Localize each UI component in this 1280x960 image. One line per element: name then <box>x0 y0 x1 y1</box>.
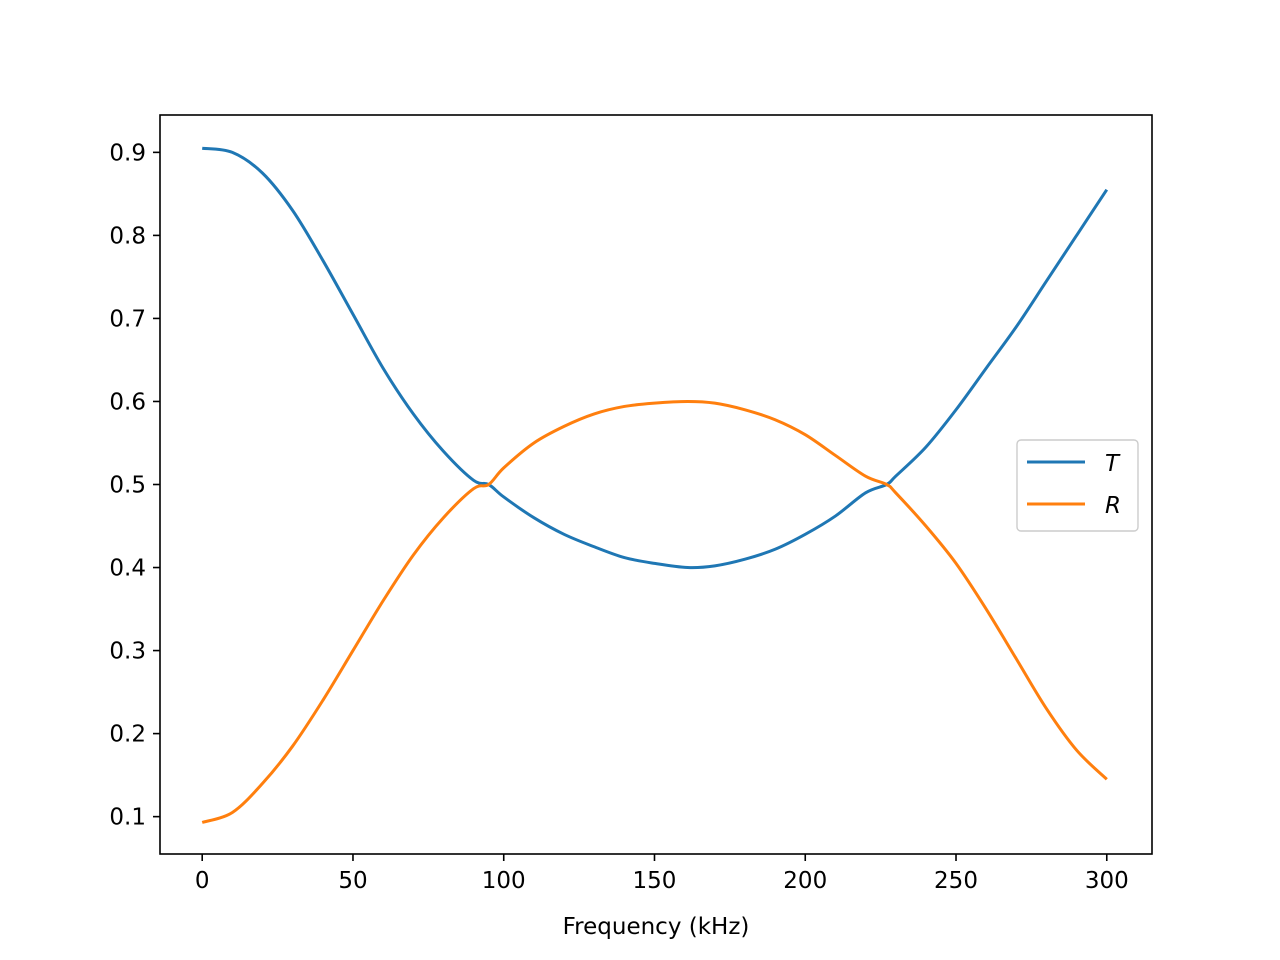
legend-label-r: R <box>1105 493 1121 519</box>
x-axis-ticks: 0 50 100 150 200 250 300 <box>195 854 1129 894</box>
y-tick-label: 0.6 <box>109 389 146 415</box>
y-tick-label: 0.3 <box>109 639 146 665</box>
series-line-r <box>201 399 1108 824</box>
y-tick-label: 0.4 <box>109 556 146 582</box>
x-tick-label: 250 <box>934 868 978 894</box>
y-tick-label: 0.9 <box>109 140 146 166</box>
plot-area <box>160 115 1152 854</box>
series-layer <box>201 146 1109 824</box>
legend: TR <box>1016 439 1139 532</box>
y-tick-label: 0.1 <box>109 805 146 831</box>
y-tick-label: 0.8 <box>109 223 146 249</box>
x-tick-label: 300 <box>1085 868 1129 894</box>
x-axis-label: Frequency (kHz) <box>563 914 750 940</box>
plot-frame <box>159 114 1153 855</box>
x-tick-label: 150 <box>633 868 677 894</box>
y-tick-label: 0.2 <box>109 722 146 748</box>
series-line-t <box>202 146 1109 570</box>
x-tick-label: 200 <box>783 868 827 894</box>
y-tick-label: 0.7 <box>109 306 146 332</box>
y-axis-ticks: 0.1 0.2 0.3 0.4 0.5 0.6 0.7 0.8 0.9 <box>109 140 160 831</box>
y-tick-label: 0.5 <box>109 473 146 499</box>
x-tick-label: 0 <box>195 868 210 894</box>
x-tick-label: 100 <box>482 868 526 894</box>
legend-label-t: T <box>1105 451 1121 477</box>
x-tick-label: 50 <box>338 868 367 894</box>
